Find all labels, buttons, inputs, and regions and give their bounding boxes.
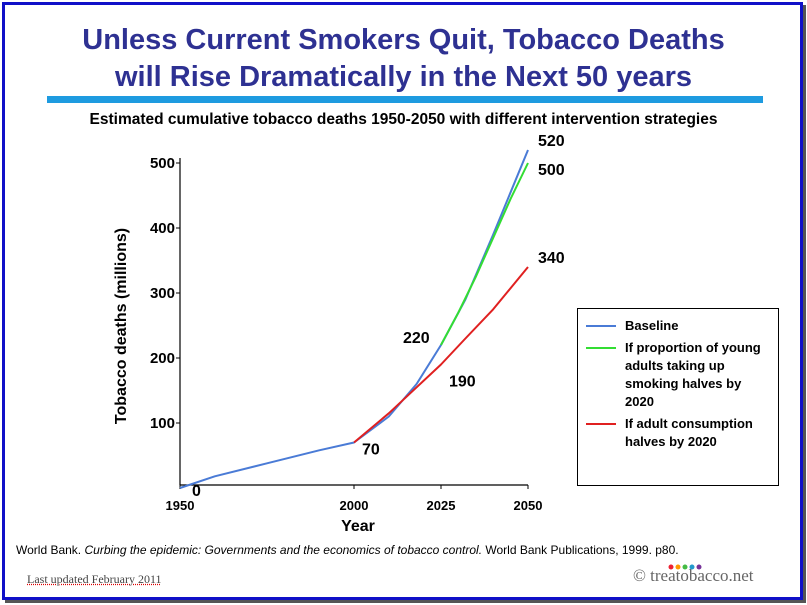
legend-item: If proportion of young adults taking up … bbox=[582, 339, 772, 411]
dot bbox=[696, 564, 702, 570]
citation-part: World Bank. bbox=[16, 543, 82, 557]
dot bbox=[689, 564, 695, 570]
y-axis-label: Tobacco deaths (millions) bbox=[113, 228, 130, 424]
legend-label: If proportion of young adults taking up … bbox=[625, 340, 761, 409]
series-line bbox=[440, 162, 529, 346]
legend: Baseline If proportion of young adults ta… bbox=[577, 308, 779, 486]
value-label: 190 bbox=[449, 374, 476, 391]
title-rule bbox=[47, 96, 763, 103]
dot bbox=[675, 564, 681, 570]
series-line bbox=[179, 149, 529, 489]
brand-text: © treatobacco.net bbox=[633, 566, 754, 585]
value-label: 0 bbox=[192, 483, 201, 500]
legend-swatch bbox=[586, 325, 616, 327]
legend-swatch bbox=[586, 347, 616, 349]
legend-label: Baseline bbox=[625, 318, 679, 333]
x-tick-label: 2000 bbox=[340, 498, 369, 513]
x-tick-label: 1950 bbox=[166, 498, 195, 513]
legend-item: If adult consumption halves by 2020 bbox=[582, 415, 772, 451]
value-label: 340 bbox=[538, 250, 565, 267]
dot bbox=[682, 564, 688, 570]
citation: World Bank. Curbing the epidemic: Govern… bbox=[16, 543, 679, 557]
series-line bbox=[353, 266, 529, 444]
x-axis-label: Year bbox=[341, 518, 375, 535]
brand: © treatobacco.net bbox=[633, 564, 754, 586]
x-tick-label: 2025 bbox=[427, 498, 456, 513]
legend-swatch bbox=[586, 423, 616, 425]
y-tick-label: 500 bbox=[150, 155, 175, 172]
title-line: Unless Current Smokers Quit, Tobacco Dea… bbox=[82, 24, 725, 56]
legend-label: If adult consumption halves by 2020 bbox=[625, 416, 753, 449]
last-updated: Last updated February 2011 bbox=[27, 572, 162, 586]
citation-title: Curbing the epidemic: Governments and th… bbox=[84, 543, 483, 557]
legend-item: Baseline bbox=[582, 317, 772, 335]
value-label: 500 bbox=[538, 162, 565, 179]
y-tick-label: 100 bbox=[150, 415, 175, 432]
value-label: 220 bbox=[403, 330, 430, 347]
value-label: 70 bbox=[362, 442, 380, 459]
brand-dots bbox=[668, 564, 702, 570]
title-line: will Rise Dramatically in the Next 50 ye… bbox=[114, 61, 693, 93]
x-tick-label: 2050 bbox=[514, 498, 543, 513]
subtitle: Estimated cumulative tobacco deaths 1950… bbox=[89, 111, 718, 128]
y-tick-label: 200 bbox=[150, 350, 175, 367]
dot bbox=[668, 564, 674, 570]
y-tick-label: 300 bbox=[150, 285, 175, 302]
citation-part: World Bank Publications, 1999. p80. bbox=[485, 543, 679, 557]
value-label: 520 bbox=[538, 133, 565, 150]
title: Unless Current Smokers Quit, Tobacco Dea… bbox=[0, 22, 807, 96]
y-tick-label: 400 bbox=[150, 220, 175, 237]
